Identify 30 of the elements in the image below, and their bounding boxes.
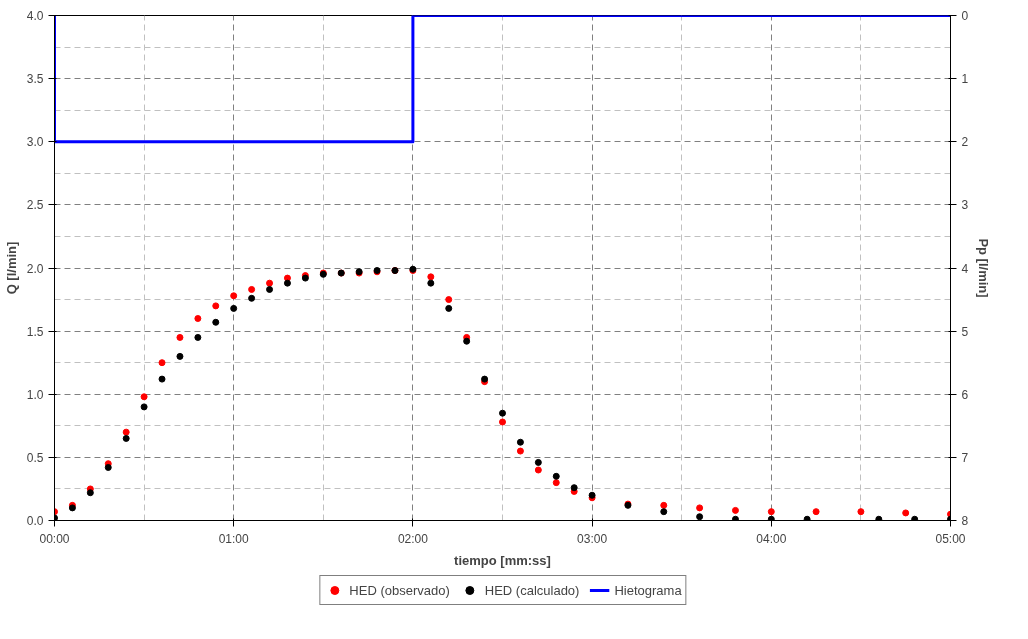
y-tick-label: 4.0 (26, 9, 44, 23)
y2-tick-label: 5 (961, 324, 969, 339)
x-tick-label: 03:00 (577, 531, 608, 546)
y-tick-label: 3.5 (26, 72, 44, 87)
x-tick-label: 02:00 (397, 531, 429, 546)
y-tick-label: 2.5 (26, 198, 44, 213)
y2-axis-title: Pp [l/min] (976, 238, 992, 298)
y-tick-label: 2.0 (26, 261, 44, 276)
y-axis-title: Q [l/min] (3, 241, 19, 295)
y2-tick-label: 8 (961, 514, 969, 528)
y2-tick-label: 0 (961, 9, 969, 23)
x-tick-label: 00:00 (39, 531, 70, 546)
x-tick-label: 05:00 (935, 531, 966, 546)
y2-tick-label: 7 (961, 450, 969, 465)
x-tick-label: 04:00 (756, 531, 787, 546)
y-tick-label: 3.0 (26, 135, 44, 150)
y2-tick-label: 3 (961, 198, 969, 213)
y2-tick-label: 6 (961, 387, 969, 402)
y-tick-label: 1.0 (26, 387, 44, 402)
x-axis-title: tiempo [mm:ss] (454, 552, 551, 568)
x-tick-label: 01:00 (218, 531, 250, 546)
legend-label: Hietograma (614, 582, 682, 598)
legend-label: HED (calculado) (484, 582, 580, 598)
y2-tick-label: 1 (961, 72, 969, 87)
y2-tick-label: 2 (961, 135, 969, 150)
y-tick-label: 0.0 (26, 514, 44, 528)
legend-label: HED (observado) (349, 582, 450, 598)
y-tick-label: 1.5 (26, 324, 44, 339)
y-tick-label: 0.5 (26, 450, 44, 465)
y2-tick-label: 4 (961, 261, 969, 276)
